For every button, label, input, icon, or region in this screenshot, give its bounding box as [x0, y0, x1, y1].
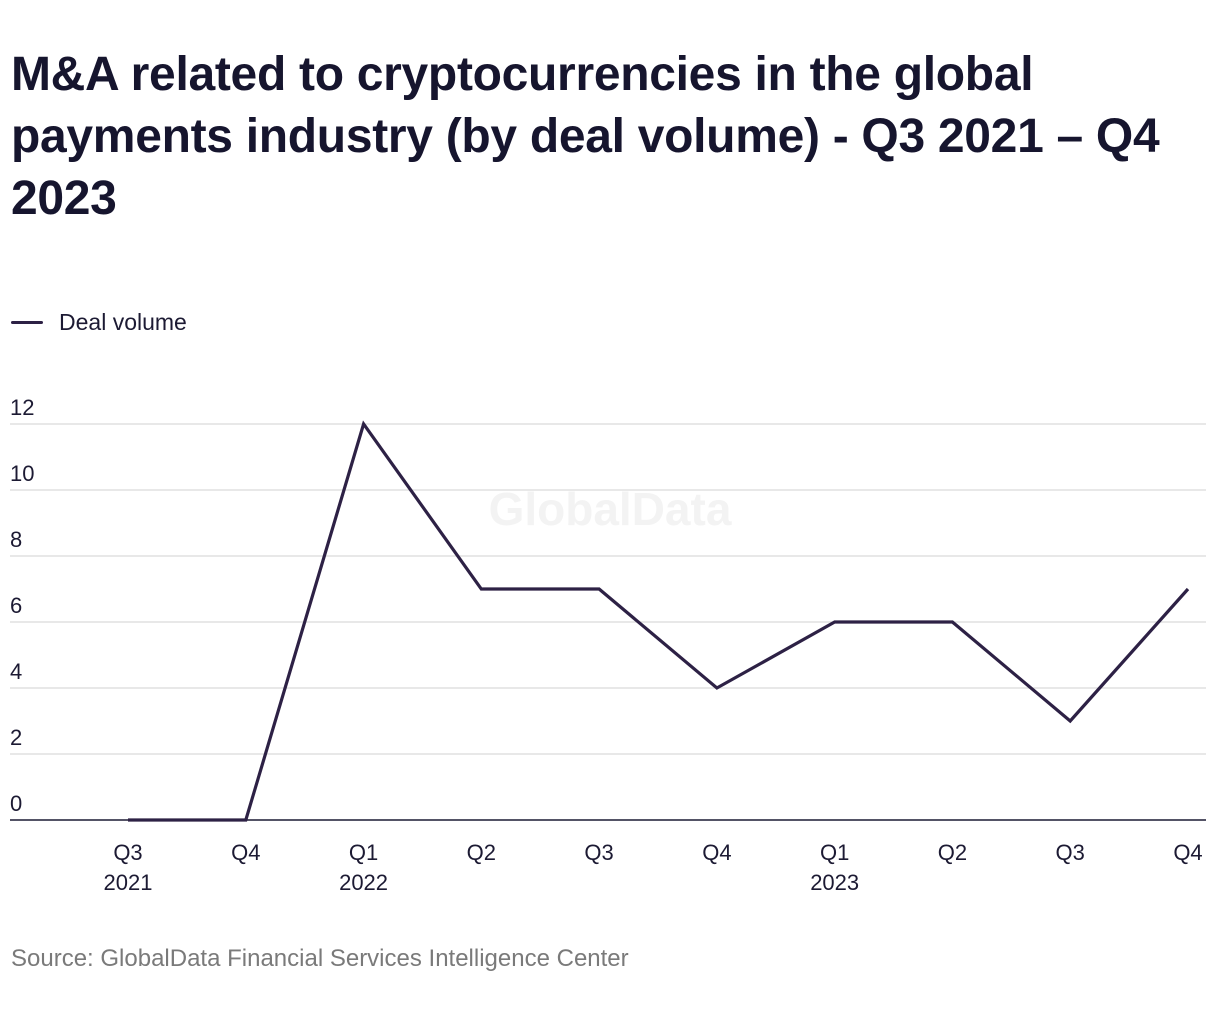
- y-tick-label: 4: [10, 659, 22, 684]
- source-note: Source: GlobalData Financial Services In…: [11, 945, 629, 972]
- x-tick-label: Q2: [467, 840, 496, 865]
- x-tick-label: Q3: [584, 840, 613, 865]
- x-axis-ticks: Q3 2021 Q4 Q1 2022 Q2 Q3 Q4 Q1 2023 Q2 Q3 Q4: [104, 840, 1203, 895]
- x-tick-year-label: 2022: [339, 870, 388, 895]
- legend-label: Deal volume: [59, 308, 187, 335]
- x-tick-label: Q3: [1056, 840, 1085, 865]
- series-layer: [128, 420, 1190, 822]
- legend: Deal volume: [11, 306, 187, 338]
- y-tick-label: 8: [10, 527, 22, 552]
- y-tick-label: 10: [10, 461, 34, 486]
- x-tick-label: Q2: [938, 840, 967, 865]
- gridlines: [10, 423, 1206, 821]
- watermark: GlobalData: [489, 483, 732, 535]
- y-tick-label: 0: [10, 791, 22, 816]
- x-tick-label: Q1: [820, 840, 849, 865]
- legend-swatch: [11, 320, 43, 324]
- y-tick-label: 6: [10, 593, 22, 618]
- series-line-deal-volume: [128, 420, 1190, 822]
- y-tick-label: 12: [10, 395, 34, 420]
- x-tick-label: Q4: [1173, 840, 1202, 865]
- x-tick-label: Q4: [702, 840, 731, 865]
- y-tick-label: 2: [10, 725, 22, 750]
- y-axis-ticks: 0 2 4 6 8 10 12: [10, 395, 34, 816]
- x-tick-year-label: 2021: [104, 870, 153, 895]
- x-tick-year-label: 2023: [810, 870, 859, 895]
- x-tick-label: Q1: [349, 840, 378, 865]
- chart-title: M&A related to cryptocurrencies in the g…: [11, 48, 1160, 225]
- x-tick-label: Q4: [231, 840, 260, 865]
- x-tick-label: Q3: [113, 840, 142, 865]
